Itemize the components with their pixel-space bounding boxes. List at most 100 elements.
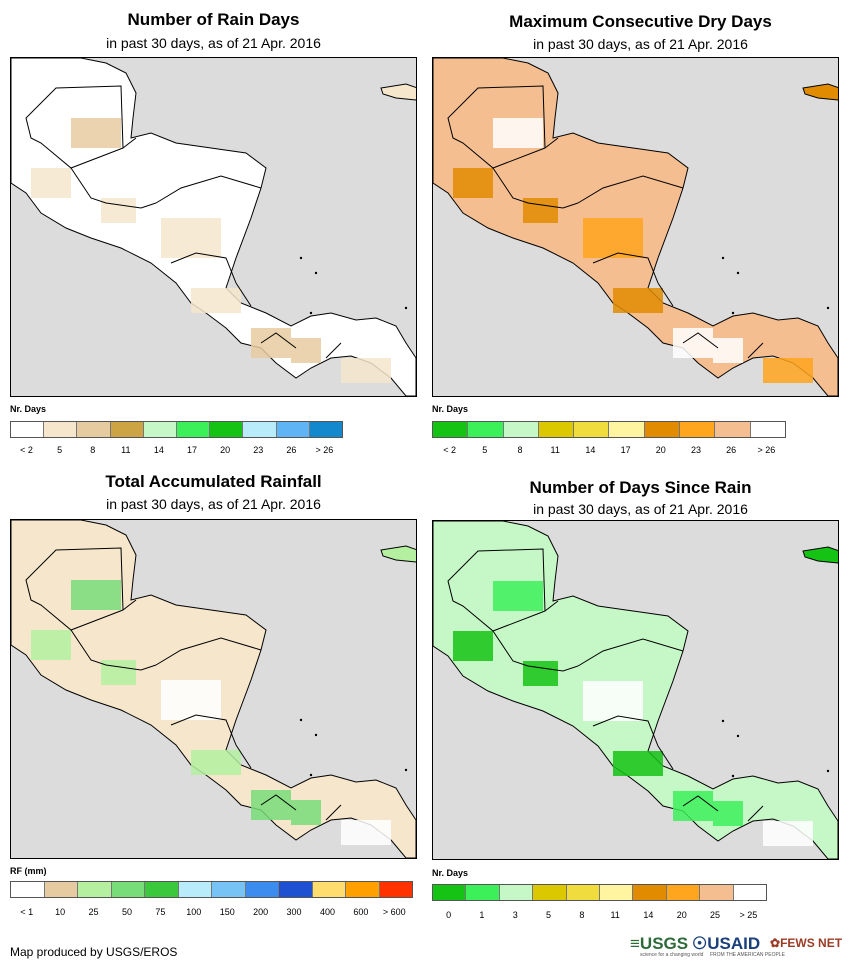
legend-swatch <box>750 422 785 437</box>
panel-subtitle: in past 30 days, as of 21 Apr. 2016 <box>533 501 748 517</box>
legend-swatch <box>433 885 467 900</box>
panel-title: Total Accumulated Rainfall <box>105 472 322 491</box>
country-border <box>592 715 659 747</box>
legend-swatch <box>609 422 645 437</box>
legend-label: 8 <box>517 445 523 455</box>
country-border <box>122 599 137 611</box>
legend-label: 17 <box>620 445 631 455</box>
usgs-logo: ≡USGS <box>630 934 689 953</box>
small-island <box>736 271 740 275</box>
legend-swatch <box>178 882 212 897</box>
legend-label: 150 <box>219 907 235 917</box>
data-cell-patch <box>583 681 643 721</box>
small-island <box>309 773 313 777</box>
legend-labels: < 1 10 25 50 75 100 150 200 300 400 600 > 600 <box>10 907 411 919</box>
legend-swatch <box>715 422 751 437</box>
legend-label: 50 <box>121 907 132 917</box>
small-island <box>404 306 408 310</box>
map-frame <box>432 520 839 860</box>
legend-title: Nr. Days <box>432 868 469 878</box>
small-island <box>299 256 303 260</box>
country-border <box>544 600 559 612</box>
legend-label: 11 <box>121 445 131 455</box>
legend-swatch <box>700 885 734 900</box>
data-cell-patch <box>341 358 391 383</box>
legend-label: < 2 <box>443 445 456 455</box>
legend-swatch <box>503 422 539 437</box>
panel-title: Maximum Consecutive Dry Days <box>509 12 772 31</box>
legend-title: Nr. Days <box>10 404 47 414</box>
legend-label: 11 <box>610 910 620 920</box>
legend-swatch <box>279 882 313 897</box>
country-border <box>577 638 684 667</box>
legend-label: 5 <box>546 910 552 920</box>
small-island <box>721 719 725 723</box>
small-island <box>826 769 830 773</box>
small-island <box>309 311 313 315</box>
legend-label: 26 <box>726 445 737 455</box>
data-cell-patch <box>341 820 391 845</box>
legend-swatch <box>566 885 601 900</box>
country-border <box>577 175 684 204</box>
small-island <box>731 774 735 778</box>
map-frame <box>10 57 417 397</box>
data-cell-patch <box>453 631 493 661</box>
legend-swatch <box>276 422 310 437</box>
legend-swatch <box>574 422 610 437</box>
legend-label: 11 <box>550 445 560 455</box>
legend-label: < 1 <box>20 907 34 917</box>
days-since-rain-panel: Number of Days Since Rain in past 30 day… <box>427 470 854 955</box>
country-border <box>155 175 262 204</box>
legend-label: 14 <box>643 910 654 920</box>
small-island <box>731 311 735 315</box>
legend-label: 23 <box>253 445 264 455</box>
legend-swatch <box>143 422 178 437</box>
legend-labels: < 2 5 8 11 14 17 20 23 26 > 26 <box>10 445 341 457</box>
island-jamaica <box>380 545 416 563</box>
legend-swatch <box>644 422 681 437</box>
data-cell-patch <box>673 791 713 821</box>
legend-swatch <box>11 882 45 897</box>
country-border <box>260 794 297 811</box>
legend-swatch <box>346 882 380 897</box>
legend-swatch <box>666 885 701 900</box>
data-cell-patch <box>251 790 291 820</box>
legend-swatch <box>110 422 144 437</box>
legend-color-bar <box>10 421 343 438</box>
country-border <box>170 252 237 284</box>
country-border <box>447 85 546 169</box>
country-border <box>122 137 137 149</box>
fews-net-logo: ✿FEWS NET <box>770 936 843 950</box>
legend-label: 23 <box>690 445 702 455</box>
legend-label: 3 <box>512 910 518 920</box>
legend-title: RF (mm) <box>10 866 47 876</box>
legend-swatch <box>44 422 78 437</box>
country-border <box>682 332 719 349</box>
country-border <box>747 342 764 359</box>
country-border <box>170 714 237 746</box>
legend-label: 14 <box>585 445 596 455</box>
rain-days-panel: Number of Rain Days in past 30 days, as … <box>0 0 427 485</box>
island-jamaica <box>380 83 416 101</box>
legend-swatch <box>177 422 211 437</box>
legend-label: 200 <box>253 907 269 917</box>
country-border <box>657 282 674 307</box>
data-cell-patch <box>31 630 71 660</box>
data-cell-patch <box>613 288 663 313</box>
legend-label: 8 <box>90 445 96 455</box>
legend-label: 20 <box>220 445 231 455</box>
data-cell-patch <box>101 198 136 223</box>
legend-swatch <box>78 882 112 897</box>
legend-swatch <box>309 422 343 437</box>
data-cell-patch <box>191 750 241 775</box>
legend-label: 10 <box>55 907 66 917</box>
legend-swatch <box>111 882 145 897</box>
country-border <box>235 744 252 769</box>
legend-label: 20 <box>655 445 666 455</box>
legend-swatch <box>538 422 575 437</box>
legend-labels: < 2 5 8 11 14 17 20 23 26 > 26 <box>432 445 784 457</box>
legend-labels: 0 1 3 5 8 11 14 20 25 > 25 <box>432 910 765 922</box>
data-cell-patch <box>291 338 321 363</box>
legend-label: 17 <box>187 445 198 455</box>
dry-days-panel: Maximum Consecutive Dry Days in past 30 … <box>427 0 854 485</box>
